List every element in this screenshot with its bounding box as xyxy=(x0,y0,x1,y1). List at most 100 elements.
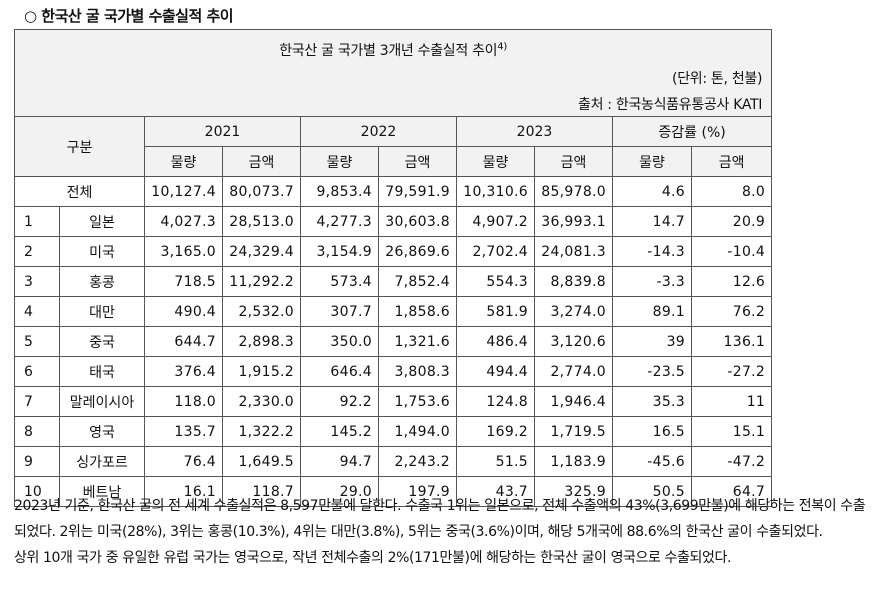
table-cell: 554.3 xyxy=(457,267,535,297)
table-cell: 51.5 xyxy=(457,447,535,477)
section-heading: ○ 한국산 굴 국가별 수출실적 추이 xyxy=(24,5,233,26)
table-row: 4 대만 490.4 2,532.0 307.7 1,858.6 581.9 3,274.0 8… xyxy=(15,297,772,327)
header-change: 증감률 (%) xyxy=(613,117,772,147)
table-cell: 2,898.3 xyxy=(223,327,301,357)
table-cell: -23.5 xyxy=(613,357,692,387)
country-cell: 영국 xyxy=(60,417,145,447)
table-cell: 36,993.1 xyxy=(535,207,613,237)
table-cell: 80,073.7 xyxy=(223,177,301,207)
header-qty: 물량 xyxy=(457,147,535,177)
table-cell: 11 xyxy=(692,387,772,417)
table-cell: 644.7 xyxy=(145,327,223,357)
table-cell: 10,310.6 xyxy=(457,177,535,207)
table-cell: 24,081.3 xyxy=(535,237,613,267)
table-cell: 26,869.6 xyxy=(379,237,457,267)
country-cell: 대만 xyxy=(60,297,145,327)
rank-cell: 8 xyxy=(15,417,60,447)
country-cell: 미국 xyxy=(60,237,145,267)
rank-cell: 4 xyxy=(15,297,60,327)
table-cell: 718.5 xyxy=(145,267,223,297)
table-cell: 646.4 xyxy=(301,357,379,387)
table-cell: 2,243.2 xyxy=(379,447,457,477)
header-qty: 물량 xyxy=(145,147,223,177)
table-cell: 3,808.3 xyxy=(379,357,457,387)
table-cell: 89.1 xyxy=(613,297,692,327)
table-cell: 573.4 xyxy=(301,267,379,297)
table-cell: 3,274.0 xyxy=(535,297,613,327)
table-cell: 490.4 xyxy=(145,297,223,327)
country-cell: 태국 xyxy=(60,357,145,387)
note-paragraph: 상위 10개 국가 중 유일한 유럽 국가는 영국으로, 작년 전체수출의 2%… xyxy=(14,545,869,571)
table-cell: 24,329.4 xyxy=(223,237,301,267)
header-amt: 금액 xyxy=(692,147,772,177)
rank-cell: 9 xyxy=(15,447,60,477)
table-cell: 350.0 xyxy=(301,327,379,357)
table-cell: 118.0 xyxy=(145,387,223,417)
table-cell: 135.7 xyxy=(145,417,223,447)
table-cell: -10.4 xyxy=(692,237,772,267)
rank-cell: 5 xyxy=(15,327,60,357)
table-cell: 16.5 xyxy=(613,417,692,447)
header-year-2022: 2022 xyxy=(301,117,457,147)
table-cell: 28,513.0 xyxy=(223,207,301,237)
table-row: 1 일본 4,027.3 28,513.0 4,277.3 30,603.8 4,907.2… xyxy=(15,207,772,237)
table-row: 2 미국 3,165.0 24,329.4 3,154.9 26,869.6 2,702.4… xyxy=(15,237,772,267)
header-qty: 물량 xyxy=(301,147,379,177)
table-cell: 76.4 xyxy=(145,447,223,477)
table-cell: 3,154.9 xyxy=(301,237,379,267)
table-cell: -27.2 xyxy=(692,357,772,387)
country-cell: 일본 xyxy=(60,207,145,237)
table-cell: 494.4 xyxy=(457,357,535,387)
table-cell: 1,321.6 xyxy=(379,327,457,357)
table-title: 한국산 굴 국가별 3개년 수출실적 추이4) xyxy=(15,32,771,60)
total-row: 전체 10,127.4 80,073.7 9,853.4 79,591.9 10… xyxy=(15,177,772,207)
country-cell: 싱가포르 xyxy=(60,447,145,477)
table-cell: 8.0 xyxy=(692,177,772,207)
note-paragraph: 2023년 기준, 한국산 굴의 전 세계 수출실적은 8,597만불에 달한다… xyxy=(14,493,869,545)
table-cell: 1,946.4 xyxy=(535,387,613,417)
table-row: 9 싱가포르 76.4 1,649.5 94.7 2,243.2 51.5 1,183.9 -4… xyxy=(15,447,772,477)
header-amt: 금액 xyxy=(223,147,301,177)
rank-cell: 1 xyxy=(15,207,60,237)
country-cell: 홍콩 xyxy=(60,267,145,297)
table-source: 출처 : 한국농식품유통공사 KATI xyxy=(15,94,771,114)
table-cell: 92.2 xyxy=(301,387,379,417)
header-amt: 금액 xyxy=(379,147,457,177)
table-cell: 11,292.2 xyxy=(223,267,301,297)
table-cell: 10,127.4 xyxy=(145,177,223,207)
table-unit: (단위: 톤, 천불) xyxy=(15,68,771,88)
rank-cell: 2 xyxy=(15,237,60,267)
table-cell: 136.1 xyxy=(692,327,772,357)
table-cell: 1,719.5 xyxy=(535,417,613,447)
header-group: 구분 xyxy=(15,117,145,177)
table-cell: 35.3 xyxy=(613,387,692,417)
table-cell: 76.2 xyxy=(692,297,772,327)
table-cell: -47.2 xyxy=(692,447,772,477)
table-cell: 145.2 xyxy=(301,417,379,447)
table-cell: 39 xyxy=(613,327,692,357)
header-year-2021: 2021 xyxy=(145,117,301,147)
footnote-marker: 4) xyxy=(497,41,507,52)
table-cell: 94.7 xyxy=(301,447,379,477)
table-cell: 30,603.8 xyxy=(379,207,457,237)
table-cell: 581.9 xyxy=(457,297,535,327)
export-table: 한국산 굴 국가별 3개년 수출실적 추이4) (단위: 톤, 천불) 출처 :… xyxy=(14,29,772,507)
total-label: 전체 xyxy=(15,177,145,207)
table-row: 3 홍콩 718.5 11,292.2 573.4 7,852.4 554.3 8,839.8… xyxy=(15,267,772,297)
table-cell: 1,858.6 xyxy=(379,297,457,327)
country-cell: 말레이시아 xyxy=(60,387,145,417)
table-cell: -3.3 xyxy=(613,267,692,297)
table-cell: 4.6 xyxy=(613,177,692,207)
table-cell: 2,532.0 xyxy=(223,297,301,327)
table-cell: 3,165.0 xyxy=(145,237,223,267)
table-cell: 169.2 xyxy=(457,417,535,447)
table-row: 7 말레이시아 118.0 2,330.0 92.2 1,753.6 124.8 1,946.… xyxy=(15,387,772,417)
rank-cell: 3 xyxy=(15,267,60,297)
header-year-2023: 2023 xyxy=(457,117,613,147)
notes: 2023년 기준, 한국산 굴의 전 세계 수출실적은 8,597만불에 달한다… xyxy=(14,493,869,571)
table-cell: 12.6 xyxy=(692,267,772,297)
table-cell: 8,839.8 xyxy=(535,267,613,297)
table-cell: 4,027.3 xyxy=(145,207,223,237)
table-row: 6 태국 376.4 1,915.2 646.4 3,808.3 494.4 2,774.0-… xyxy=(15,357,772,387)
table-cell: 4,907.2 xyxy=(457,207,535,237)
